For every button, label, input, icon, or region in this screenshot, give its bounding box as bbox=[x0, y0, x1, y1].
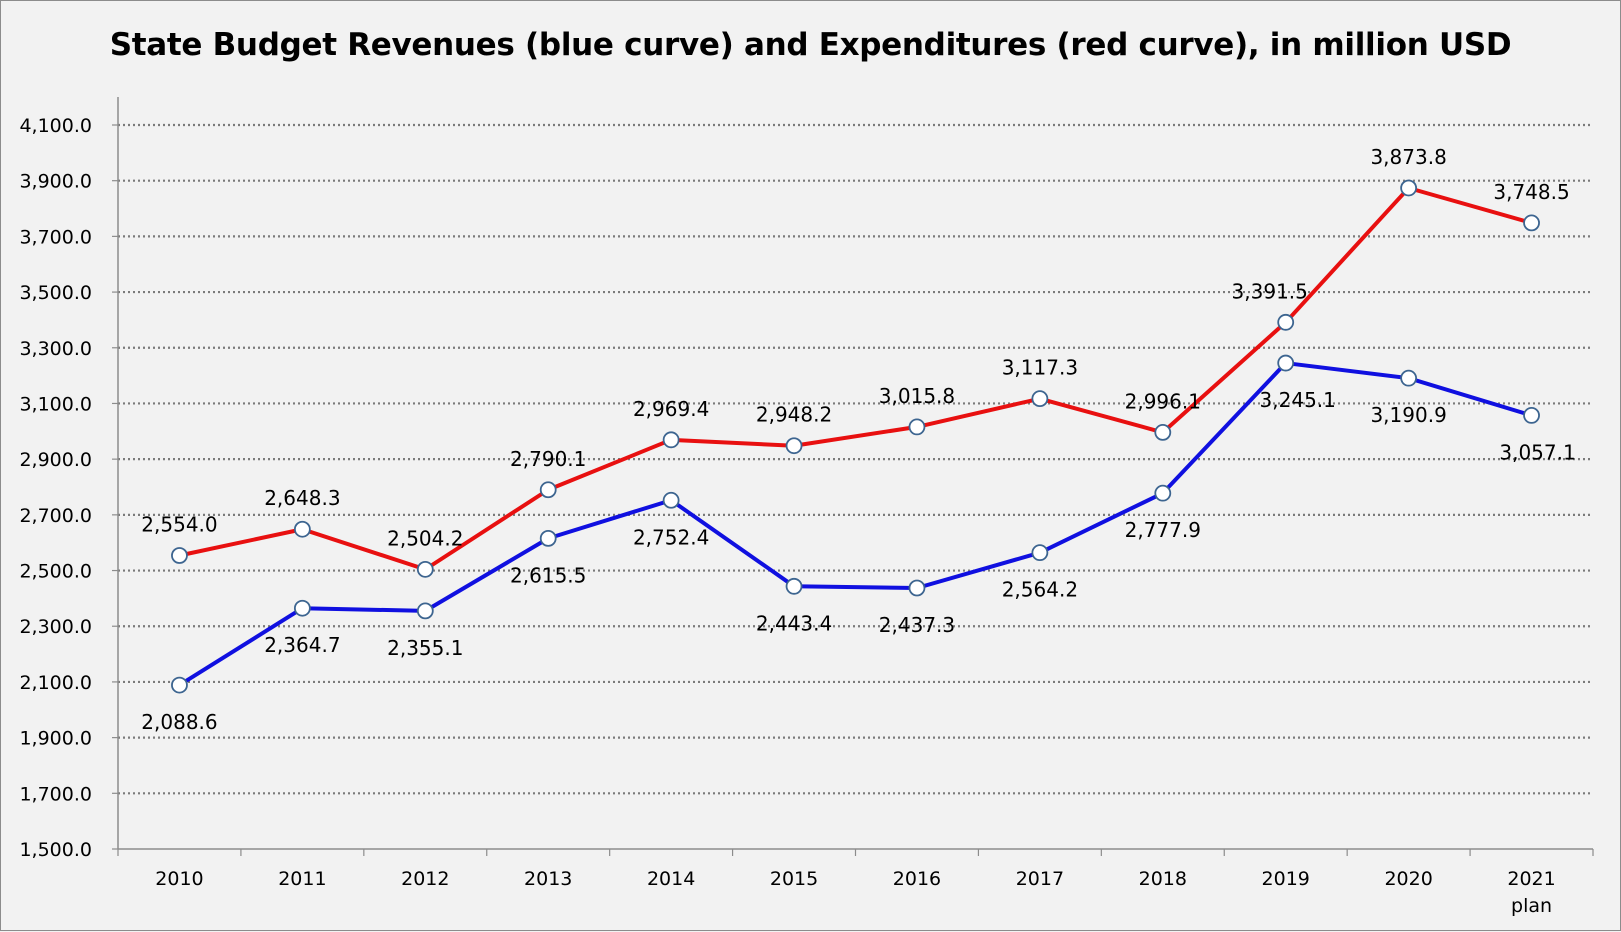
data-point bbox=[1523, 214, 1540, 232]
data-point bbox=[662, 431, 680, 449]
series-line bbox=[179, 185, 1533, 572]
data-point bbox=[785, 437, 803, 455]
data-point bbox=[539, 529, 557, 547]
x-tick-label: 2017 bbox=[1016, 868, 1064, 890]
data-label: 3,748.5 bbox=[1493, 180, 1569, 204]
x-tick-label: plan bbox=[1511, 895, 1552, 917]
data-label: 2,790.1 bbox=[510, 447, 586, 471]
data-label: 3,190.9 bbox=[1370, 403, 1446, 427]
data-point bbox=[662, 491, 680, 509]
data-label: 2,564.2 bbox=[1002, 578, 1078, 602]
data-label: 3,015.8 bbox=[879, 384, 955, 408]
y-tick-label: 1,500.0 bbox=[19, 839, 92, 861]
data-point bbox=[539, 481, 557, 499]
data-point bbox=[1277, 313, 1295, 331]
x-tick-label: 2018 bbox=[1139, 868, 1187, 890]
data-point bbox=[171, 676, 188, 694]
data-point bbox=[908, 579, 926, 597]
y-tick-label: 1,900.0 bbox=[19, 728, 92, 750]
y-tick-label: 3,700.0 bbox=[19, 226, 92, 248]
data-point bbox=[1400, 179, 1418, 197]
x-tick-label: 2014 bbox=[647, 868, 695, 890]
data-label: 2,355.1 bbox=[387, 636, 463, 660]
x-tick-label: 2016 bbox=[893, 868, 941, 890]
data-point bbox=[1154, 484, 1172, 502]
data-label: 2,648.3 bbox=[264, 486, 340, 510]
data-label: 2,364.7 bbox=[264, 633, 340, 657]
y-tick-label: 3,500.0 bbox=[19, 282, 92, 304]
data-label: 2,088.6 bbox=[141, 710, 217, 734]
x-tick-label: 2013 bbox=[524, 868, 572, 890]
x-tick-label: 2011 bbox=[278, 868, 326, 890]
data-label: 3,873.8 bbox=[1370, 145, 1446, 169]
data-point bbox=[1523, 407, 1540, 424]
data-label: 3,245.1 bbox=[1260, 388, 1336, 412]
data-label: 2,504.2 bbox=[387, 526, 463, 550]
series-line bbox=[178, 361, 1533, 687]
chart-title: State Budget Revenues (blue curve) and E… bbox=[109, 27, 1512, 63]
data-label: 2,554.0 bbox=[141, 513, 217, 537]
data-label: 2,948.2 bbox=[756, 403, 832, 427]
y-tick-label: 4,100.0 bbox=[19, 115, 92, 137]
data-label: 3,057.1 bbox=[1499, 440, 1575, 464]
data-label: 2,752.4 bbox=[633, 525, 709, 549]
y-tick-label: 2,100.0 bbox=[19, 672, 92, 694]
y-tick-label: 3,300.0 bbox=[19, 338, 92, 360]
y-tick-label: 3,900.0 bbox=[19, 171, 92, 193]
data-point bbox=[1400, 369, 1418, 387]
y-tick-label: 3,100.0 bbox=[19, 393, 92, 415]
y-tick-label: 2,300.0 bbox=[19, 616, 92, 638]
data-point bbox=[1154, 423, 1172, 441]
x-tick-label: 2021 bbox=[1507, 868, 1555, 890]
data-point bbox=[293, 520, 311, 538]
data-point bbox=[293, 599, 311, 617]
x-tick-label: 2015 bbox=[770, 868, 818, 890]
data-label: 2,969.4 bbox=[633, 397, 709, 421]
data-point bbox=[171, 547, 188, 564]
data-label: 2,615.5 bbox=[510, 563, 586, 587]
data-label: 3,391.5 bbox=[1232, 279, 1308, 303]
data-point bbox=[785, 577, 803, 595]
x-tick-label: 2010 bbox=[155, 868, 203, 890]
data-point bbox=[416, 560, 434, 578]
y-tick-label: 1,700.0 bbox=[19, 783, 92, 805]
x-tick-label: 2019 bbox=[1262, 868, 1310, 890]
data-label: 2,437.3 bbox=[879, 613, 955, 637]
x-tick-label: 2020 bbox=[1384, 868, 1432, 890]
data-point bbox=[416, 602, 434, 620]
y-tick-label: 2,700.0 bbox=[19, 505, 92, 527]
data-point bbox=[1031, 544, 1049, 562]
x-tick-label: 2012 bbox=[401, 868, 449, 890]
data-point bbox=[1031, 390, 1049, 408]
y-tick-label: 2,900.0 bbox=[19, 449, 92, 471]
data-point bbox=[908, 418, 926, 436]
data-point bbox=[1277, 354, 1295, 372]
y-tick-label: 2,500.0 bbox=[19, 561, 92, 583]
data-label: 2,996.1 bbox=[1125, 389, 1201, 413]
data-label: 2,777.9 bbox=[1125, 518, 1201, 542]
data-label: 3,117.3 bbox=[1002, 356, 1078, 380]
data-label: 2,443.4 bbox=[756, 611, 832, 635]
